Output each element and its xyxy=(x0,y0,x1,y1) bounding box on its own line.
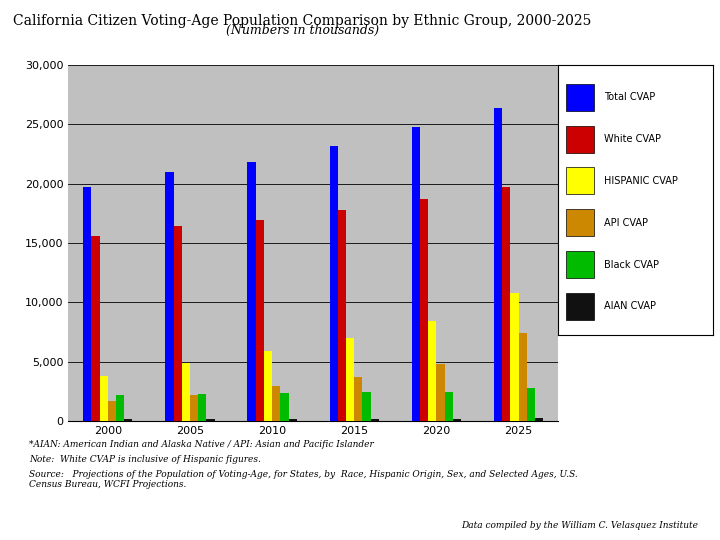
Bar xyxy=(99,376,108,421)
Bar xyxy=(436,364,445,421)
Bar xyxy=(264,351,272,421)
Bar xyxy=(566,84,593,111)
Bar xyxy=(494,107,502,421)
Bar xyxy=(420,199,428,421)
Text: (Numbers in thousands): (Numbers in thousands) xyxy=(226,24,379,37)
Bar xyxy=(428,321,436,421)
Bar xyxy=(256,220,264,421)
Bar xyxy=(174,226,181,421)
Bar xyxy=(289,419,297,421)
Bar xyxy=(125,419,132,421)
Bar xyxy=(181,363,190,421)
Bar xyxy=(84,187,91,421)
Bar xyxy=(280,393,289,421)
Bar xyxy=(412,126,420,421)
Bar xyxy=(371,419,379,421)
Bar xyxy=(445,392,453,421)
Bar xyxy=(362,392,371,421)
Text: Black CVAP: Black CVAP xyxy=(604,260,660,269)
Bar xyxy=(166,172,174,421)
Bar xyxy=(108,401,116,421)
Text: White CVAP: White CVAP xyxy=(604,134,662,144)
Text: Source:   Projections of the Population of Voting-Age, for States, by  Race, His: Source: Projections of the Population of… xyxy=(29,470,577,489)
Bar xyxy=(207,419,215,421)
Bar xyxy=(91,236,99,421)
Bar xyxy=(566,209,593,237)
Bar xyxy=(453,419,461,421)
Bar xyxy=(535,417,543,421)
Bar xyxy=(566,293,593,320)
Bar xyxy=(518,333,527,421)
Text: AIAN CVAP: AIAN CVAP xyxy=(604,301,657,312)
Bar xyxy=(272,386,280,421)
Text: Data compiled by the William C. Velasquez Institute: Data compiled by the William C. Velasque… xyxy=(462,521,698,530)
Bar xyxy=(566,126,593,153)
Text: HISPANIC CVAP: HISPANIC CVAP xyxy=(604,176,678,186)
Bar xyxy=(527,388,535,421)
Bar xyxy=(248,162,256,421)
Bar xyxy=(198,394,207,421)
Bar xyxy=(566,251,593,278)
Bar xyxy=(502,187,510,421)
Bar xyxy=(510,293,518,421)
Text: California Citizen Voting-Age Population Comparison by Ethnic Group, 2000-2025: California Citizen Voting-Age Population… xyxy=(13,14,592,28)
Bar xyxy=(116,395,125,421)
Text: Total CVAP: Total CVAP xyxy=(604,92,656,102)
Text: API CVAP: API CVAP xyxy=(604,218,649,228)
Bar xyxy=(566,167,593,194)
Bar xyxy=(330,146,338,421)
Text: Note:  White CVAP is inclusive of Hispanic figures.: Note: White CVAP is inclusive of Hispani… xyxy=(29,455,261,464)
Bar xyxy=(354,377,362,421)
Bar xyxy=(338,210,346,421)
Text: *AIAN: American Indian and Alaska Native / API: Asian and Pacific Islander: *AIAN: American Indian and Alaska Native… xyxy=(29,440,374,449)
Bar xyxy=(190,395,198,421)
Bar xyxy=(346,338,354,421)
